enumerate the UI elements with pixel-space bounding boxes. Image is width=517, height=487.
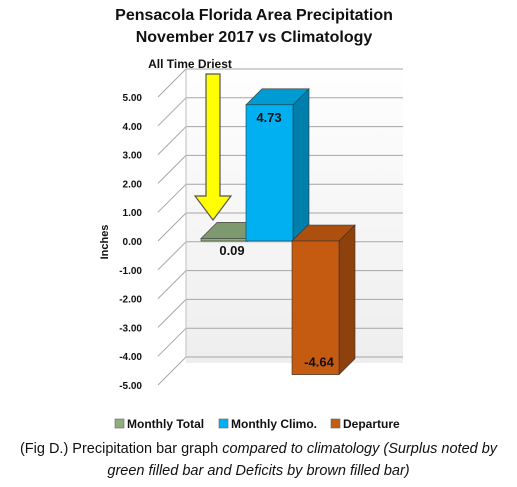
chart-title-line-2: November 2017 vs Climatology xyxy=(136,29,373,46)
chart-title-line-1: Pensacola Florida Area Precipitation xyxy=(115,7,393,24)
y-tick-label: 5.00 xyxy=(123,93,143,104)
figure-caption: (Fig D.) Precipitation bar graph compare… xyxy=(0,438,517,482)
y-tick-label: 2.00 xyxy=(123,179,143,190)
bar-value-label: 0.09 xyxy=(219,243,244,258)
bar-front-face xyxy=(200,238,249,242)
annotation-text: All Time Driest xyxy=(148,57,232,71)
bar-departure: -4.64 xyxy=(291,224,356,376)
bar-value-label: 4.73 xyxy=(256,110,281,125)
bar-value-label: -4.64 xyxy=(304,355,334,370)
legend: Monthly Total Monthly Climo. Departure xyxy=(114,417,400,431)
grid-line-depth xyxy=(157,270,187,299)
y-tick-label: 4.00 xyxy=(123,122,143,133)
bar-front-face xyxy=(291,240,340,375)
legend-label-monthly-climo: Monthly Climo. xyxy=(231,417,317,431)
bar-front-face xyxy=(245,104,294,242)
legend-swatch-departure xyxy=(330,418,341,429)
y-tick-label: -3.00 xyxy=(119,323,142,334)
grid-line-depth xyxy=(157,212,187,242)
bar-monthly-climo: 4.73 xyxy=(245,88,310,242)
caption-italic: compared to climatology (Surplus noted b… xyxy=(107,441,498,479)
legend-label-monthly-total: Monthly Total xyxy=(127,417,204,431)
bars: 0.09 4.73 -4.64 xyxy=(200,88,356,376)
precipitation-chart: Pensacola Florida Area Precipitation Nov… xyxy=(99,7,403,431)
y-tick-label: 0.00 xyxy=(123,237,143,248)
grid-line-depth xyxy=(157,155,187,184)
caption-prefix: (Fig D.) Precipitation bar graph xyxy=(19,441,223,457)
y-axis-ticks: 5.00 4.00 3.00 2.00 1.00 0.00 -1.00 -2.00 -3.00 -… xyxy=(119,93,142,392)
bar-side-face xyxy=(292,88,310,242)
y-tick-label: -2.00 xyxy=(119,295,142,306)
grid-line-depth xyxy=(157,97,187,127)
y-axis-label: Inches xyxy=(99,225,111,260)
y-tick-label: 1.00 xyxy=(123,208,143,219)
legend-swatch-monthly-climo xyxy=(218,418,229,429)
bar-side-face xyxy=(338,224,356,376)
grid-line-depth xyxy=(157,126,187,155)
grid-line-depth xyxy=(157,183,187,213)
grid-line-depth xyxy=(157,327,187,357)
y-tick-label: -1.00 xyxy=(119,266,142,277)
legend-swatch-monthly-total xyxy=(114,418,125,429)
grid-line-depth xyxy=(157,68,187,98)
legend-label-departure: Departure xyxy=(343,417,400,431)
y-tick-label: 3.00 xyxy=(123,151,143,162)
grid-line-depth xyxy=(157,356,187,386)
grid-line-depth xyxy=(157,299,187,328)
y-tick-label: -5.00 xyxy=(119,381,142,392)
annotation-arrow xyxy=(193,73,233,221)
y-tick-label: -4.00 xyxy=(119,352,142,363)
grid-line-depth xyxy=(157,241,187,271)
